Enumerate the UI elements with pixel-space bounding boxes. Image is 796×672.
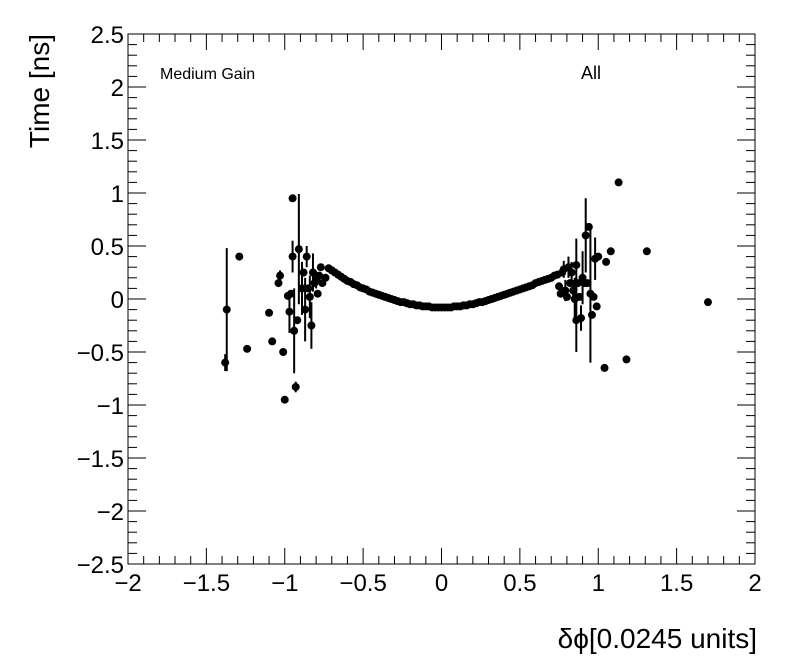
data-point — [308, 268, 317, 277]
data-point — [287, 289, 296, 298]
data-point — [294, 245, 303, 254]
annotation-medium-gain: Medium Gain — [160, 66, 255, 83]
x-axis-label: δϕ[0.0245 units] — [558, 623, 757, 654]
x-tick-label: 2 — [748, 570, 761, 597]
data-point — [602, 257, 611, 266]
data-point — [299, 268, 308, 277]
data-point — [307, 321, 316, 330]
data-point — [297, 284, 306, 293]
data-point — [274, 279, 283, 288]
data-point — [268, 337, 277, 346]
data-point — [642, 247, 651, 256]
data-point — [222, 305, 231, 314]
error-bars — [224, 194, 597, 393]
data-point — [313, 289, 322, 298]
y-tick-label: 0.5 — [91, 234, 124, 261]
data-point — [315, 271, 324, 280]
y-tick-label: −0.5 — [77, 340, 124, 367]
x-tick-label: 1.5 — [660, 570, 693, 597]
axis-ticks — [127, 33, 756, 565]
x-tick-label: 0.5 — [503, 570, 536, 597]
data-point — [279, 348, 288, 356]
x-tick-label: −2 — [114, 570, 141, 597]
data-point — [703, 298, 712, 307]
x-tick-label: 1 — [592, 570, 605, 597]
data-point — [584, 222, 593, 231]
y-tick-label: 2 — [111, 75, 124, 102]
x-tick-label: 0 — [435, 570, 448, 597]
data-point — [562, 292, 571, 301]
data-point — [305, 292, 314, 301]
data-point — [566, 279, 575, 288]
data-point — [301, 305, 310, 314]
y-tick-labels: −2.5 −2 −1.5 −1 −0.5 0 0.5 1 1.5 2 2.5 — [77, 22, 124, 579]
data-point — [555, 282, 564, 291]
data-point — [280, 395, 289, 404]
data-point — [276, 271, 285, 280]
x-tick-labels: −2 −1.5 −1 −0.5 0 0.5 1 1.5 2 — [114, 570, 761, 597]
data-point — [589, 292, 598, 301]
annotation-all: All — [581, 63, 601, 83]
data-point — [592, 302, 601, 311]
data-point — [235, 252, 244, 261]
x-tick-label: −0.5 — [339, 570, 386, 597]
y-tick-label: −1.5 — [77, 446, 124, 473]
data-point — [569, 286, 578, 295]
y-tick-label: 2.5 — [91, 22, 124, 49]
data-point — [288, 252, 297, 261]
data-point — [288, 194, 297, 203]
x-tick-label: −1.5 — [183, 570, 230, 597]
data-point — [321, 273, 330, 282]
data-point — [302, 252, 311, 261]
y-tick-label: 0 — [111, 287, 124, 314]
data-point — [583, 279, 592, 288]
data-points — [221, 178, 712, 404]
y-tick-label: −2.5 — [77, 552, 124, 579]
data-point — [606, 247, 615, 256]
data-point — [581, 231, 590, 240]
data-point — [577, 314, 586, 323]
x-tick-label: −1 — [271, 570, 298, 597]
data-point — [290, 326, 299, 335]
y-tick-label: 1.5 — [91, 128, 124, 155]
data-point — [293, 316, 302, 325]
data-point — [622, 355, 631, 364]
data-point — [285, 307, 294, 316]
data-point — [265, 308, 274, 317]
data-point — [572, 261, 581, 270]
data-point — [221, 358, 230, 367]
data-point — [614, 178, 623, 187]
data-point — [600, 363, 609, 372]
data-point — [594, 252, 603, 261]
data-point — [567, 268, 576, 277]
data-point — [316, 263, 325, 272]
y-tick-label: −2 — [97, 499, 124, 526]
data-point — [573, 279, 582, 288]
y-tick-label: −1 — [97, 393, 124, 420]
data-point — [587, 310, 596, 319]
y-axis-label: Time [ns] — [24, 34, 55, 148]
data-point — [291, 382, 300, 391]
y-tick-label: 1 — [111, 181, 124, 208]
data-point — [561, 286, 570, 295]
data-point — [575, 292, 584, 301]
data-point — [304, 284, 313, 293]
plot-frame — [127, 33, 756, 565]
data-point — [243, 344, 252, 353]
